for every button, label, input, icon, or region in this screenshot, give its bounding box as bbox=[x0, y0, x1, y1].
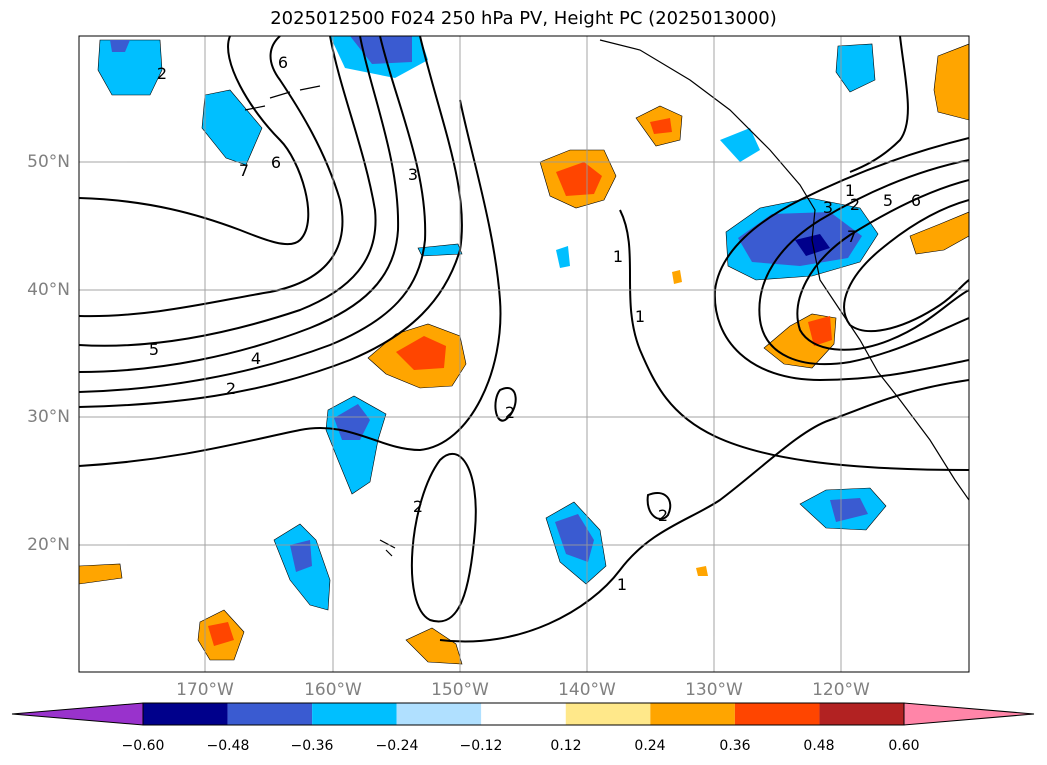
pv-positive-area bbox=[808, 316, 832, 346]
colorbar-cell bbox=[143, 703, 228, 725]
colorbar-tick: 0.12 bbox=[550, 738, 582, 754]
colorbar-extend-low bbox=[11, 702, 144, 726]
colorbar-tick: 0.36 bbox=[719, 738, 751, 754]
pv-positive-area bbox=[909, 211, 969, 255]
contour-label: 4 bbox=[251, 349, 261, 368]
map-frame bbox=[78, 35, 970, 673]
lat-label-20n: 20°N bbox=[27, 535, 70, 555]
colorbar-cell bbox=[650, 703, 735, 725]
colorbar-cell bbox=[396, 703, 482, 725]
pv-positive-area bbox=[79, 563, 123, 585]
colorbar-cell bbox=[481, 703, 566, 725]
colorbar-cell bbox=[227, 703, 313, 725]
lon-label-170w: 170°W bbox=[176, 680, 234, 700]
pv-negative-area bbox=[720, 128, 760, 162]
colorbar-tick: 0.60 bbox=[888, 738, 920, 754]
lon-label-160w: 160°W bbox=[304, 680, 362, 700]
pv-positive-area bbox=[405, 627, 463, 665]
contour-label: 1 bbox=[845, 181, 855, 200]
contour-label: 2 bbox=[850, 195, 860, 214]
colorbar-extend-high bbox=[903, 702, 1035, 726]
lon-label-120w: 120°W bbox=[812, 680, 870, 700]
pv-negative-area bbox=[830, 498, 868, 522]
contour-label: 2 bbox=[413, 497, 423, 516]
pv-negative-area bbox=[290, 540, 312, 572]
lat-label-30n: 30°N bbox=[27, 407, 70, 427]
coastlines bbox=[244, 36, 969, 557]
contour-label: 6 bbox=[911, 191, 921, 210]
pv-negative-area bbox=[201, 89, 263, 166]
contour-label: 2 bbox=[505, 403, 515, 422]
contour-label: 2 bbox=[658, 506, 668, 525]
pv-negative-area bbox=[417, 243, 463, 257]
colorbar-cell bbox=[819, 703, 904, 725]
gridlines bbox=[79, 36, 969, 672]
contour-label: 7 bbox=[239, 161, 249, 180]
contour-label: 6 bbox=[278, 53, 288, 72]
contour-label: 1 bbox=[613, 247, 623, 266]
contour-labels: 6 6 7 3 5 4 2 1 1 2 2 1 2 1 3 2 5 6 7 2 bbox=[149, 53, 921, 594]
contour-label: 6 bbox=[271, 153, 281, 172]
pv-negative-area bbox=[556, 246, 570, 268]
colorbar-tick: −0.12 bbox=[459, 738, 503, 754]
colorbar-tick: −0.24 bbox=[375, 738, 419, 754]
contour-label: 7 bbox=[847, 227, 857, 246]
pv-positive-area bbox=[933, 43, 969, 121]
contour-label: 3 bbox=[823, 198, 833, 217]
pv-positive-area bbox=[396, 336, 446, 370]
colorbar-cell bbox=[565, 703, 651, 725]
colorbar-tick: −0.48 bbox=[206, 738, 250, 754]
lon-label-150w: 150°W bbox=[431, 680, 489, 700]
pv-positive-area bbox=[208, 622, 234, 646]
pv-positive-area bbox=[556, 162, 602, 196]
colorbar-frame bbox=[142, 702, 905, 726]
contour-label: 2 bbox=[157, 64, 167, 83]
contour-label: 1 bbox=[635, 307, 645, 326]
lat-label-40n: 40°N bbox=[27, 280, 70, 300]
colorbar-tick: −0.60 bbox=[121, 738, 165, 754]
contour-label: 5 bbox=[149, 340, 159, 359]
map-title: 2025012500 F024 250 hPa PV, Height PC (2… bbox=[270, 8, 777, 29]
pv-height-map: 6 6 7 3 5 4 2 1 1 2 2 1 2 1 3 2 5 6 7 2 bbox=[78, 35, 970, 673]
lat-label-50n: 50°N bbox=[27, 152, 70, 172]
pv-negative-area bbox=[350, 36, 412, 64]
pv-negative-area bbox=[97, 39, 163, 96]
lon-label-130w: 130°W bbox=[685, 680, 743, 700]
colorbar-cell bbox=[312, 703, 397, 725]
colorbar-tick: −0.36 bbox=[290, 738, 334, 754]
contour-label: 5 bbox=[883, 191, 893, 210]
pv-negative-area bbox=[835, 43, 876, 93]
pv-positive-area bbox=[650, 118, 672, 134]
pv-negative-area bbox=[110, 40, 130, 52]
lon-label-140w: 140°W bbox=[558, 680, 616, 700]
pv-negative-area bbox=[555, 514, 594, 562]
colorbar-tick: 0.48 bbox=[803, 738, 835, 754]
colorbar-cell bbox=[734, 703, 820, 725]
contour-label: 1 bbox=[617, 575, 627, 594]
pv-positive-area bbox=[672, 270, 682, 284]
contour-label: 3 bbox=[408, 165, 418, 184]
contour-label: 2 bbox=[226, 379, 236, 398]
colorbar-tick: 0.24 bbox=[634, 738, 666, 754]
pv-positive-area bbox=[696, 566, 708, 576]
